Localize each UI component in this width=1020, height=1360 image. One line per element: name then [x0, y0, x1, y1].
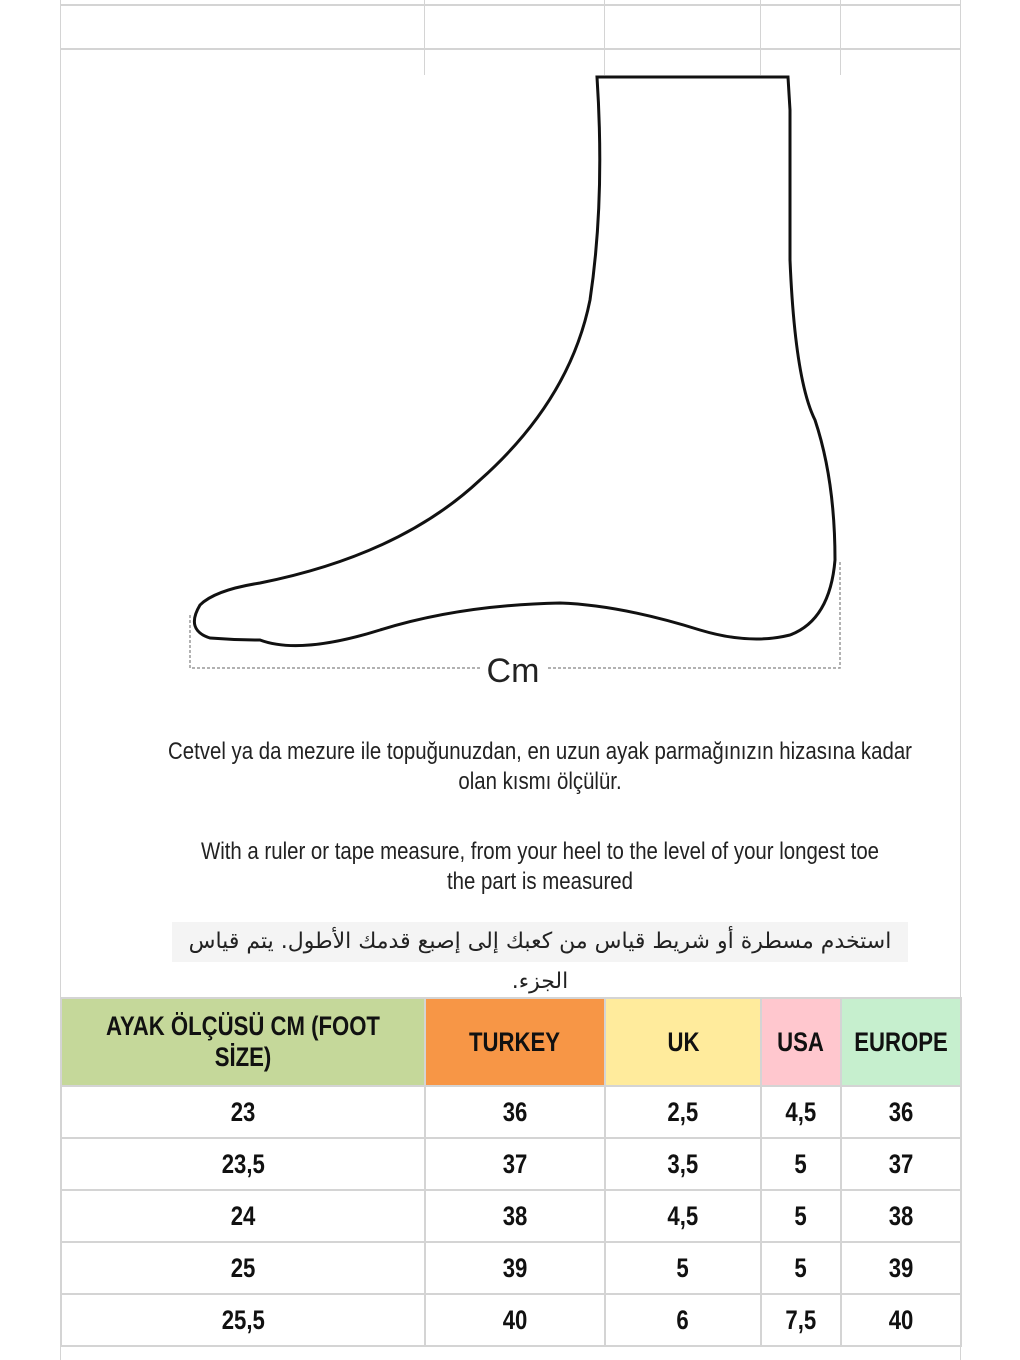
table-cell: 25 [60, 1241, 426, 1295]
instruction-en-line2: the part is measured [447, 868, 633, 895]
grid-line [60, 4, 960, 6]
table-cell: 36 [424, 1085, 606, 1139]
table-cell: 5 [760, 1189, 842, 1243]
table-row: 25,5 40 6 7,5 40 [60, 1293, 962, 1347]
grid-line [60, 0, 61, 1360]
table-cell: 40 [424, 1293, 606, 1347]
size-table: AYAK ÖLÇÜSÜ CM (FOOT SİZE) TURKEY UK USA… [60, 997, 962, 1347]
table-row: 25 39 5 5 39 [60, 1241, 962, 1295]
table-cell: 36 [840, 1085, 962, 1139]
header-foot-size: AYAK ÖLÇÜSÜ CM (FOOT SİZE) [60, 997, 426, 1087]
foot-outline-illustration: Cm [189, 75, 841, 690]
table-cell: 37 [840, 1137, 962, 1191]
table-cell: 3,5 [604, 1137, 762, 1191]
table-cell: 40 [840, 1293, 962, 1347]
table-cell: 39 [840, 1241, 962, 1295]
table-header-row: AYAK ÖLÇÜSÜ CM (FOOT SİZE) TURKEY UK USA… [60, 997, 962, 1087]
measure-label: Cm [487, 652, 540, 690]
instruction-tr-line2: olan kısmı ölçülür. [458, 768, 622, 795]
table-cell: 5 [604, 1241, 762, 1295]
table-cell: 23,5 [60, 1137, 426, 1191]
table-row: 23 36 2,5 4,5 36 [60, 1085, 962, 1139]
table-cell: 5 [760, 1137, 842, 1191]
grid-line [604, 0, 605, 75]
header-usa: USA [760, 997, 842, 1087]
table-row: 24 38 4,5 5 38 [60, 1189, 962, 1243]
grid-line [424, 0, 425, 75]
header-uk: UK [604, 997, 762, 1087]
table-cell: 37 [424, 1137, 606, 1191]
table-cell: 4,5 [604, 1189, 762, 1243]
grid-line [60, 48, 960, 50]
instruction-en-line1: With a ruler or tape measure, from your … [200, 838, 880, 865]
grid-line [760, 0, 761, 75]
table-row: 23,5 37 3,5 5 37 [60, 1137, 962, 1191]
table-cell: 38 [840, 1189, 962, 1243]
instruction-tr-line1: Cetvel ya da mezure ile topuğunuzdan, en… [168, 738, 912, 765]
table-cell: 4,5 [760, 1085, 842, 1139]
table-cell: 6 [604, 1293, 762, 1347]
grid-line [960, 0, 961, 1360]
header-europe: EUROPE [840, 997, 962, 1087]
table-cell: 23 [60, 1085, 426, 1139]
header-turkey: TURKEY [424, 997, 606, 1087]
table-cell: 7,5 [760, 1293, 842, 1347]
table-cell: 2,5 [604, 1085, 762, 1139]
table-cell: 39 [424, 1241, 606, 1295]
grid-line [840, 0, 841, 75]
table-cell: 24 [60, 1189, 426, 1243]
table-cell: 5 [760, 1241, 842, 1295]
table-cell: 38 [424, 1189, 606, 1243]
instruction-ar: استخدم مسطرة أو شريط قياس من كعبك إلى إص… [172, 922, 908, 994]
table-cell: 25,5 [60, 1293, 426, 1347]
